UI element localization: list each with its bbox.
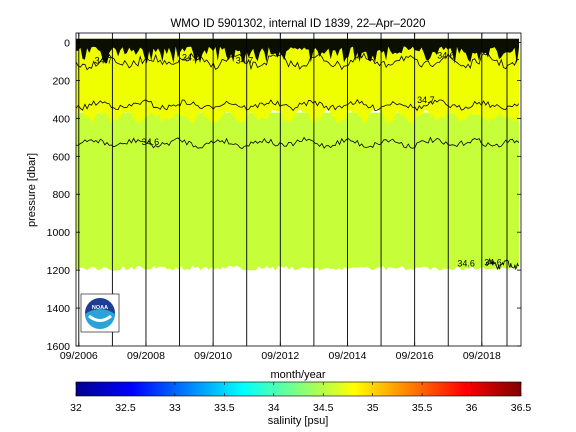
contour-label: 34.6 bbox=[457, 258, 475, 268]
contour-label: 34.7 bbox=[417, 95, 435, 105]
colorbar-tick-label: 36.5 bbox=[511, 402, 532, 414]
salinity-fill-upper bbox=[76, 38, 519, 125]
x-tick-label: 09/2016 bbox=[396, 350, 434, 362]
y-tick-label: 1200 bbox=[47, 265, 71, 277]
y-tick-label: 1000 bbox=[47, 227, 71, 239]
salinity-fill-layer bbox=[76, 38, 519, 271]
colorbar-tick-label: 33.5 bbox=[214, 402, 235, 414]
x-tick-label: 09/2018 bbox=[463, 350, 501, 362]
x-axis-label: month/year bbox=[270, 369, 325, 381]
colorbar-tick-label: 35.5 bbox=[412, 402, 433, 414]
colorbar-tick-label: 34 bbox=[268, 402, 280, 414]
x-tick-label: 09/2012 bbox=[261, 350, 299, 362]
plot-frame bbox=[75, 32, 522, 347]
colorbar-tick-label: 33 bbox=[169, 402, 181, 414]
chart-title: WMO ID 5901302, internal ID 1839, 22–Apr… bbox=[170, 18, 425, 30]
colorbar-tick-label: 34.5 bbox=[313, 402, 334, 414]
contour-line bbox=[485, 257, 520, 271]
contour-label: 34.6 bbox=[437, 51, 455, 61]
contour-line bbox=[75, 136, 520, 150]
x-tick-label: 09/2006 bbox=[60, 350, 98, 362]
noaa-logo: NOAA bbox=[80, 293, 120, 333]
colorbar-tick-label: 32.5 bbox=[115, 402, 136, 414]
surface-contour-band bbox=[76, 38, 519, 65]
contour-label: 34.6 bbox=[484, 257, 502, 267]
colorbar-label: salinity [psu] bbox=[268, 415, 329, 427]
contour-line bbox=[75, 52, 520, 71]
y-tick-label: 1400 bbox=[47, 303, 71, 315]
salinity-fill-deep bbox=[76, 112, 519, 271]
contour-label: 34.7 bbox=[95, 55, 113, 65]
contour-line bbox=[75, 98, 520, 112]
contour-label: 34.6 bbox=[142, 137, 160, 147]
contour-label: 34.7 bbox=[182, 53, 200, 63]
contour-label-layer: 34.7 34.7 34.7 34.6 34.7 34.6 34.6 34.6 bbox=[95, 51, 502, 269]
x-axis: 09/2006 09/2008 09/2010 09/2012 09/2014 09/20… bbox=[60, 33, 501, 362]
colorbar-gradient bbox=[75, 381, 522, 397]
colorbar-tick-label: 35 bbox=[367, 402, 379, 414]
y-tick-label: 400 bbox=[52, 113, 70, 125]
y-axis: 0 200 400 600 800 1000 1200 1400 1600 bbox=[47, 37, 521, 353]
colorbar-ticks: 32 32.5 33 33.5 34 34.5 35 35.5 36 36.5 bbox=[70, 382, 531, 414]
y-tick-label: 600 bbox=[52, 151, 70, 163]
x-tick-label: 09/2010 bbox=[194, 350, 232, 362]
colorbar-tick-label: 36 bbox=[466, 402, 478, 414]
colorbar: 32 32.5 33 33.5 34 34.5 35 35.5 36 36.5 bbox=[70, 381, 531, 414]
colorbar-tick-label: 32 bbox=[70, 402, 82, 414]
y-tick-label: 800 bbox=[52, 189, 70, 201]
contour-label: 34.7 bbox=[236, 55, 254, 65]
y-axis-label: pressure [dbar] bbox=[26, 153, 38, 227]
y-tick-label: 0 bbox=[64, 37, 70, 49]
y-tick-label: 200 bbox=[52, 75, 70, 87]
y-tick-label: 1600 bbox=[47, 341, 71, 353]
logo-text: NOAA bbox=[92, 305, 108, 311]
plot-area: 34.7 34.7 34.7 34.6 34.7 34.6 34.6 34.6 0 200 400… bbox=[47, 32, 522, 362]
contour-layer bbox=[75, 52, 520, 271]
profile-lines-layer bbox=[78, 33, 508, 346]
x-tick-label: 09/2008 bbox=[127, 350, 165, 362]
x-tick-label: 09/2014 bbox=[328, 350, 366, 362]
